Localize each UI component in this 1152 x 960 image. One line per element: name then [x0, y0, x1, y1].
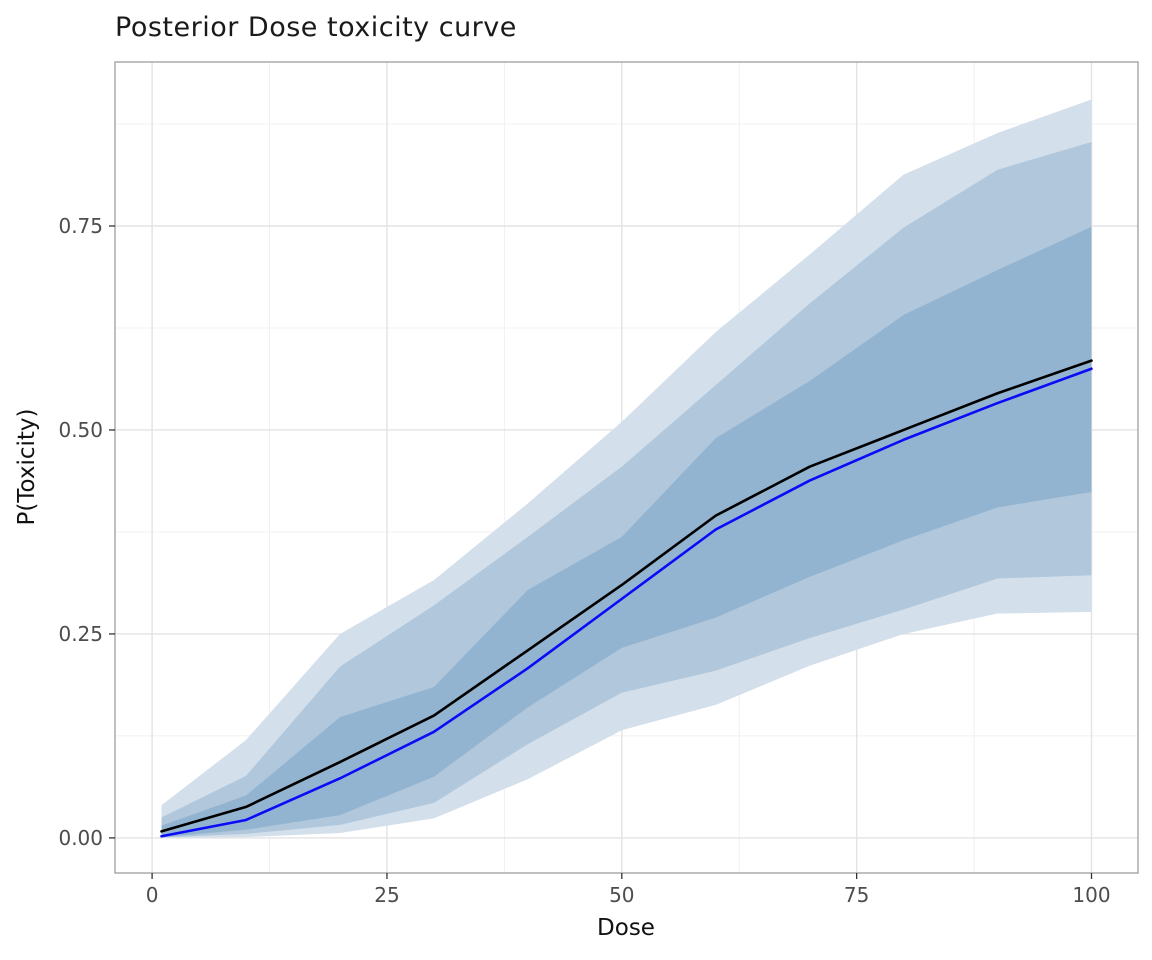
x-tick-label: 0 [146, 883, 159, 907]
y-axis-title: P(Toxicity) [14, 408, 40, 526]
posterior-mean-line [160, 359, 1093, 833]
y-tick-label: 0.25 [58, 622, 103, 646]
chart-title: Posterior Dose toxicity curve [115, 12, 517, 43]
posterior-median-line [160, 367, 1093, 838]
x-tick-label: 50 [609, 883, 634, 907]
panel-border [114, 61, 1139, 874]
x-tick-label: 75 [844, 883, 869, 907]
y-tick-label: 0.00 [58, 826, 103, 850]
inner-credible-band [161, 226, 1092, 838]
y-tick-label: 0.50 [58, 418, 103, 442]
middle-credible-band [161, 141, 1092, 838]
x-tick-label: 100 [1072, 883, 1110, 907]
x-tick-label: 25 [374, 883, 399, 907]
y-tick-label: 0.75 [58, 214, 103, 238]
x-axis-title: Dose [597, 915, 655, 941]
